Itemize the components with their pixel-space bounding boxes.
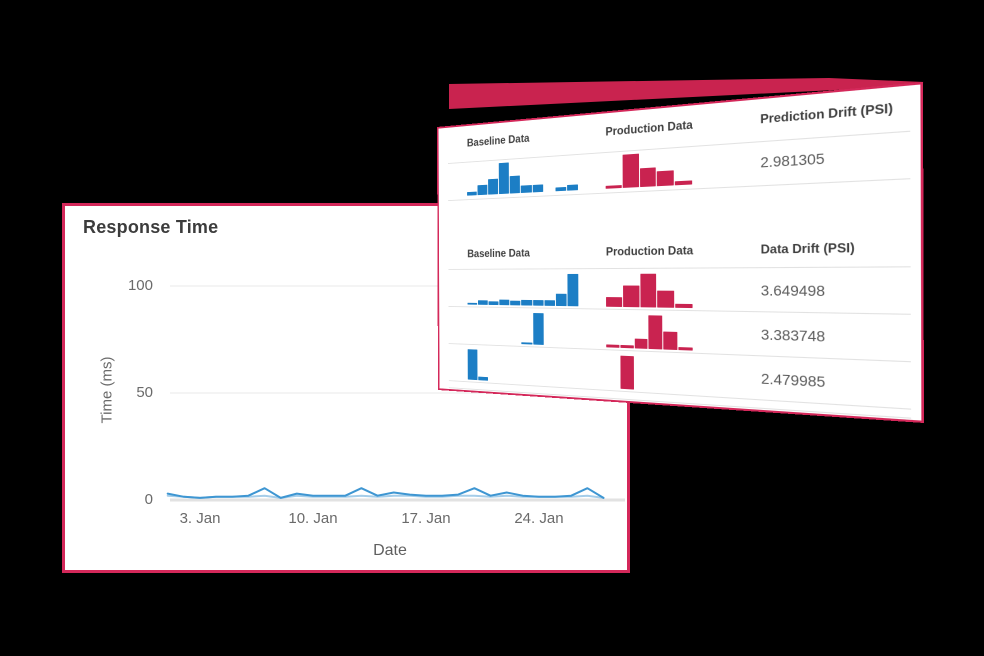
- histogram-bar: [533, 383, 544, 384]
- drift-value: 3.649498: [760, 282, 826, 300]
- histogram-bar: [477, 185, 488, 196]
- histogram-bar: [532, 183, 543, 193]
- histogram-bar: [510, 175, 521, 194]
- histogram-bar: [620, 345, 634, 349]
- histogram-bar: [679, 392, 693, 393]
- x-tick-label: 10. Jan: [288, 510, 338, 527]
- production-histogram: [605, 150, 693, 189]
- row-divider: [448, 266, 911, 270]
- histogram-bar: [606, 388, 619, 389]
- column-header-baseline: Baseline Data: [467, 248, 530, 260]
- column-header-data-drift: Data Drift (PSI): [760, 242, 855, 257]
- histogram-bar: [510, 300, 521, 306]
- x-tick-label: 24. Jan: [514, 510, 564, 527]
- histogram-bar: [521, 341, 533, 345]
- y-tick-label: 0: [144, 491, 153, 508]
- column-header-prediction-drift: Prediction Drift (PSI): [760, 102, 893, 127]
- baseline-histogram: [467, 158, 578, 196]
- histogram-bar: [568, 386, 579, 387]
- histogram-bar: [544, 300, 555, 306]
- drift-value: 2.981305: [760, 150, 825, 171]
- histogram-bar: [675, 303, 693, 309]
- histogram-bar: [544, 384, 555, 385]
- histogram-bar: [622, 285, 640, 308]
- histogram-bar: [649, 390, 663, 391]
- drift-value: 3.383748: [760, 326, 826, 345]
- histogram-bar: [620, 355, 634, 390]
- histogram-bar: [478, 300, 488, 305]
- histogram-bar: [488, 301, 499, 306]
- histogram-bar: [467, 191, 477, 196]
- histogram-bar: [544, 191, 555, 192]
- histogram-bar: [678, 347, 693, 351]
- histogram-bar: [663, 331, 678, 351]
- histogram-bar: [648, 315, 663, 350]
- series-line: [166, 487, 605, 499]
- column-header-baseline: Baseline Data: [466, 133, 530, 150]
- histogram-bar: [499, 162, 510, 195]
- histogram-bar: [634, 339, 648, 349]
- production-histogram: [606, 314, 693, 351]
- histogram-bar: [488, 178, 499, 195]
- histogram-bar: [511, 382, 521, 383]
- column-header-production: Production Data: [605, 119, 693, 139]
- histogram-bar: [500, 381, 510, 382]
- histogram-bar: [532, 300, 544, 306]
- histogram-bar: [521, 300, 532, 306]
- histogram-bar: [532, 313, 544, 345]
- histogram-bar: [657, 290, 675, 308]
- histogram-bar: [499, 299, 510, 306]
- histogram-bar: [674, 180, 693, 186]
- histogram-bar: [555, 293, 567, 307]
- histogram-bar: [635, 390, 648, 391]
- histogram-bar: [489, 381, 499, 382]
- x-axis-label: Date: [373, 542, 407, 559]
- histogram-bar: [478, 376, 489, 381]
- histogram-bar: [657, 170, 674, 187]
- x-tick-label: 3. Jan: [179, 510, 221, 527]
- card-title: Response Time: [83, 217, 219, 237]
- y-tick-label: 50: [136, 384, 153, 401]
- histogram-bar: [566, 184, 578, 191]
- histogram-bar: [567, 273, 579, 307]
- production-histogram: [606, 355, 693, 393]
- baseline-histogram: [468, 312, 579, 347]
- baseline-histogram: [467, 273, 579, 307]
- histogram-bar: [556, 385, 567, 386]
- histogram-bar: [521, 184, 532, 193]
- baseline-histogram: [467, 349, 579, 387]
- x-tick-label: 17. Jan: [401, 510, 451, 527]
- histogram-bar: [467, 349, 478, 381]
- histogram-bar: [522, 383, 532, 384]
- histogram-bar: [555, 186, 567, 192]
- column-header-production: Production Data: [605, 245, 694, 259]
- histogram-bar: [606, 344, 620, 348]
- histogram-bar: [639, 167, 657, 188]
- histogram-bar: [622, 153, 639, 188]
- histogram-bar: [467, 302, 478, 305]
- drift-metrics-card: Baseline Data Production Data Prediction…: [437, 81, 925, 424]
- histogram-bar: [639, 273, 657, 308]
- production-histogram: [606, 273, 693, 309]
- histogram-bar: [605, 184, 622, 189]
- y-tick-label: 100: [127, 277, 153, 294]
- histogram-bar: [606, 296, 622, 307]
- histogram-bar: [664, 391, 678, 392]
- drift-value: 2.479985: [761, 371, 826, 391]
